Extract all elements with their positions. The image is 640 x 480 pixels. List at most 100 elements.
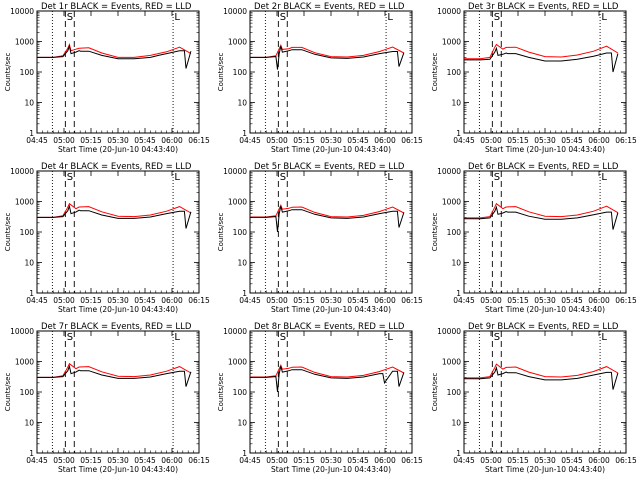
x-tick-label: 06:15 <box>401 136 423 145</box>
x-tick-label: 04:45 <box>239 136 261 145</box>
series-line-lld <box>464 202 619 219</box>
panel-det-1: Det 1r BLACK = Events, RED = LLD 1 10 100 10… <box>4 2 210 154</box>
marker-s: S <box>494 332 500 343</box>
y-tick-label: 1000 <box>228 38 247 47</box>
x-tick-label: 05:00 <box>480 456 502 465</box>
x-tick-label: 05:15 <box>507 296 529 305</box>
y-tick-label: 10000 <box>223 327 247 336</box>
y-tick-label: 10000 <box>10 327 34 336</box>
panel-title: Det 6r BLACK = Events, RED = LLD <box>468 162 619 172</box>
x-tick-label: 06:15 <box>615 136 637 145</box>
series-line-events <box>250 46 405 70</box>
x-tick-label: 05:45 <box>347 456 369 465</box>
x-tick-label: 05:30 <box>534 296 556 305</box>
series-line-lld <box>250 44 405 58</box>
x-tick-label: 05:15 <box>507 456 529 465</box>
x-tick-label: 06:15 <box>401 296 423 305</box>
y-tick-label: 10 <box>451 259 461 268</box>
x-tick-label: 05:30 <box>534 456 556 465</box>
y-tick-label: 10000 <box>437 327 461 336</box>
panel-title: Det 3r BLACK = Events, RED = LLD <box>468 2 619 12</box>
series-line-events <box>464 366 619 390</box>
x-tick-label: 06:15 <box>615 296 637 305</box>
y-tick-label: 100 <box>233 388 248 397</box>
y-tick-label: 1000 <box>442 198 461 207</box>
x-axis-label: Start Time (20-Jun-10 04:43:40) <box>271 465 391 474</box>
marker-l: L <box>174 332 180 343</box>
x-tick-label: 06:15 <box>188 136 210 145</box>
x-tick-label: 04:45 <box>453 136 475 145</box>
series-line-events <box>37 204 192 229</box>
x-tick-label: 06:00 <box>374 456 396 465</box>
x-axis-label: Start Time (20-Jun-10 04:43:40) <box>58 305 178 314</box>
y-tick-label: 1000 <box>228 358 247 367</box>
x-tick-label: 05:45 <box>561 296 583 305</box>
y-tick-label: 1 <box>456 449 461 458</box>
plot-frame <box>249 10 413 134</box>
x-axis-label: Start Time (20-Jun-10 04:43:40) <box>485 145 605 154</box>
series-line-lld <box>250 204 405 218</box>
y-tick-label: 10000 <box>437 167 461 176</box>
panel-det-4: Det 4r BLACK = Events, RED = LLD 1 10 100 10… <box>4 162 210 314</box>
y-tick-label: 1 <box>242 289 247 298</box>
panel-det-5: Det 5r BLACK = Events, RED = LLD 1 10 100 10… <box>217 162 423 314</box>
y-tick-label: 10000 <box>223 167 247 176</box>
x-axis-label: Start Time (20-Jun-10 04:43:40) <box>58 145 178 154</box>
marker-s: S <box>67 332 73 343</box>
panel-det-9: Det 9r BLACK = Events, RED = LLD 1 10 100 10… <box>431 322 637 474</box>
x-tick-label: 05:45 <box>134 136 156 145</box>
x-tick-label: 05:30 <box>320 136 342 145</box>
x-tick-label: 06:15 <box>188 456 210 465</box>
series-line-lld <box>37 202 192 218</box>
x-tick-label: 05:00 <box>266 456 288 465</box>
x-tick-label: 06:00 <box>161 136 183 145</box>
x-tick-label: 05:45 <box>561 456 583 465</box>
y-tick-label: 1000 <box>228 198 247 207</box>
y-tick-label: 1 <box>456 289 461 298</box>
x-tick-label: 06:15 <box>188 296 210 305</box>
marker-s: S <box>280 172 286 183</box>
x-tick-label: 05:45 <box>561 136 583 145</box>
marker-l: L <box>601 12 607 23</box>
y-tick-label: 100 <box>447 388 462 397</box>
x-axis-label: Start Time (20-Jun-10 04:43:40) <box>58 465 178 474</box>
y-tick-label: 10000 <box>223 7 247 16</box>
y-tick-label: 10000 <box>437 7 461 16</box>
marker-l: L <box>174 172 180 183</box>
series-line-lld <box>250 364 405 378</box>
panel-title: Det 2r BLACK = Events, RED = LLD <box>254 2 405 12</box>
y-tick-label: 100 <box>20 68 35 77</box>
y-tick-label: 1000 <box>15 198 34 207</box>
marker-s: S <box>67 12 73 23</box>
x-tick-label: 05:00 <box>53 456 75 465</box>
panel-title: Det 9r BLACK = Events, RED = LLD <box>468 322 619 332</box>
panel-det-2: Det 2r BLACK = Events, RED = LLD 1 10 100 10… <box>217 2 423 154</box>
y-tick-label: 1 <box>242 129 247 138</box>
y-tick-label: 100 <box>233 228 248 237</box>
x-tick-label: 04:45 <box>239 296 261 305</box>
marker-l: L <box>601 172 607 183</box>
panel-det-7: Det 7r BLACK = Events, RED = LLD 1 10 100 10… <box>4 322 210 474</box>
x-axis-label: Start Time (20-Jun-10 04:43:40) <box>271 145 391 154</box>
x-tick-label: 05:15 <box>80 136 102 145</box>
y-axis-label: Counts/sec <box>217 53 225 92</box>
marker-s: S <box>280 332 286 343</box>
series-line-events <box>250 366 405 393</box>
panel-title: Det 1r BLACK = Events, RED = LLD <box>41 2 192 12</box>
series-line-lld <box>464 363 619 379</box>
panel-title: Det 7r BLACK = Events, RED = LLD <box>41 322 192 332</box>
x-tick-label: 06:15 <box>615 456 637 465</box>
y-tick-label: 10 <box>451 419 461 428</box>
x-tick-label: 05:30 <box>107 136 129 145</box>
x-tick-label: 04:45 <box>453 456 475 465</box>
x-tick-label: 05:00 <box>266 136 288 145</box>
x-tick-label: 05:30 <box>107 296 129 305</box>
x-tick-label: 05:00 <box>53 136 75 145</box>
x-tick-label: 05:45 <box>134 296 156 305</box>
marker-s: S <box>280 12 286 23</box>
x-axis-label: Start Time (20-Jun-10 04:43:40) <box>485 465 605 474</box>
y-axis-label: Counts/sec <box>4 213 12 252</box>
series-line-events <box>37 364 192 387</box>
x-tick-label: 05:15 <box>293 456 315 465</box>
